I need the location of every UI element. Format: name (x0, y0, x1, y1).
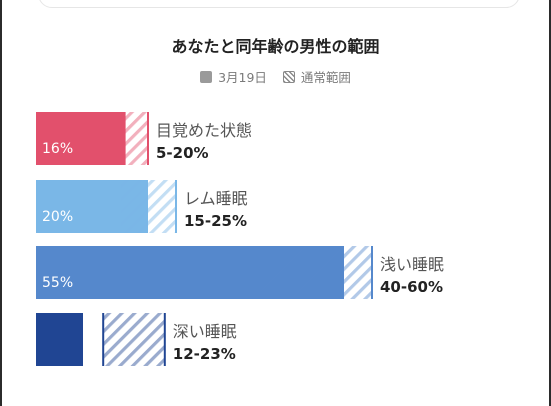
legend-item-actual: 3月19日 (200, 67, 267, 86)
category-label-4: 深い睡眠 (173, 322, 237, 341)
legend-range-label: 通常範囲 (300, 70, 351, 85)
legend-hatch-swatch-icon (282, 70, 295, 83)
chart-title: あなたと同年齢の男性の範囲 (171, 37, 380, 56)
value-label-1: 16% (42, 141, 73, 157)
range-label-3: 40-60% (380, 278, 443, 296)
range-label-2: 15-25% (184, 212, 247, 230)
value-label-3: 55% (42, 275, 73, 291)
actual-bar-4 (36, 313, 83, 366)
chart-legend: 3月19日 通常範囲 (0, 67, 551, 86)
range-band-4 (103, 313, 165, 366)
legend-solid-swatch-icon (200, 70, 213, 83)
category-label-1: 目覚めた状態 (156, 121, 252, 140)
category-label-3: 浅い睡眠 (380, 255, 444, 274)
value-label-2: 20% (42, 209, 73, 225)
legend-item-range: 通常範囲 (282, 67, 351, 86)
legend-actual-label: 3月19日 (218, 70, 267, 85)
range-band-3 (260, 246, 372, 299)
range-label-1: 5-20% (156, 144, 209, 162)
category-label-2: レム睡眠 (184, 189, 248, 208)
range-label-4: 12-23% (173, 345, 236, 363)
range-band-1 (64, 112, 148, 165)
range-band-2 (120, 180, 176, 233)
